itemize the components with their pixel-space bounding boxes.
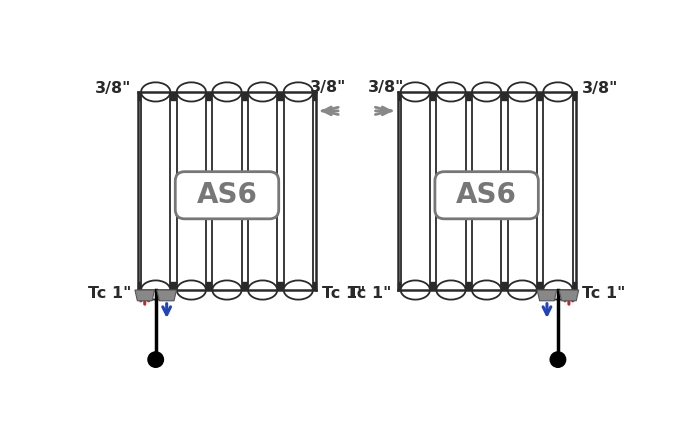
FancyBboxPatch shape bbox=[435, 172, 538, 219]
Bar bbox=[508, 95, 537, 287]
Bar bbox=[176, 95, 206, 287]
Polygon shape bbox=[157, 290, 176, 301]
Ellipse shape bbox=[472, 82, 501, 101]
Text: Tc 1": Tc 1" bbox=[582, 286, 625, 301]
Polygon shape bbox=[135, 290, 155, 301]
Ellipse shape bbox=[141, 280, 170, 300]
Ellipse shape bbox=[472, 280, 501, 300]
Bar bbox=[436, 95, 466, 287]
Text: 3/8": 3/8" bbox=[582, 81, 618, 96]
Ellipse shape bbox=[176, 82, 206, 101]
Ellipse shape bbox=[141, 82, 170, 101]
Text: Tc 1": Tc 1" bbox=[322, 286, 365, 301]
Ellipse shape bbox=[284, 82, 313, 101]
Text: Tc 1": Tc 1" bbox=[348, 286, 391, 301]
Text: AS6: AS6 bbox=[456, 181, 517, 209]
Bar bbox=[400, 95, 430, 287]
Ellipse shape bbox=[212, 280, 241, 300]
Ellipse shape bbox=[543, 280, 573, 300]
Polygon shape bbox=[537, 290, 556, 301]
Bar bbox=[543, 95, 573, 287]
Ellipse shape bbox=[248, 82, 277, 101]
Ellipse shape bbox=[543, 82, 573, 101]
Bar bbox=[472, 95, 501, 287]
Ellipse shape bbox=[212, 82, 241, 101]
Bar bbox=[212, 95, 241, 287]
Ellipse shape bbox=[508, 82, 537, 101]
Ellipse shape bbox=[436, 82, 466, 101]
Text: Tc 1": Tc 1" bbox=[88, 286, 132, 301]
Text: 3/8": 3/8" bbox=[368, 80, 404, 95]
Ellipse shape bbox=[248, 280, 277, 300]
Circle shape bbox=[148, 352, 163, 367]
Text: 3/8": 3/8" bbox=[95, 81, 132, 96]
Ellipse shape bbox=[176, 280, 206, 300]
Polygon shape bbox=[559, 290, 579, 301]
Bar bbox=[141, 95, 170, 287]
Bar bbox=[248, 95, 277, 287]
FancyBboxPatch shape bbox=[175, 172, 279, 219]
Ellipse shape bbox=[400, 82, 430, 101]
Text: AS6: AS6 bbox=[197, 181, 258, 209]
Ellipse shape bbox=[508, 280, 537, 300]
Ellipse shape bbox=[436, 280, 466, 300]
Text: 3/8": 3/8" bbox=[309, 80, 346, 95]
Circle shape bbox=[550, 352, 566, 367]
Ellipse shape bbox=[284, 280, 313, 300]
Ellipse shape bbox=[400, 280, 430, 300]
Bar bbox=[284, 95, 313, 287]
